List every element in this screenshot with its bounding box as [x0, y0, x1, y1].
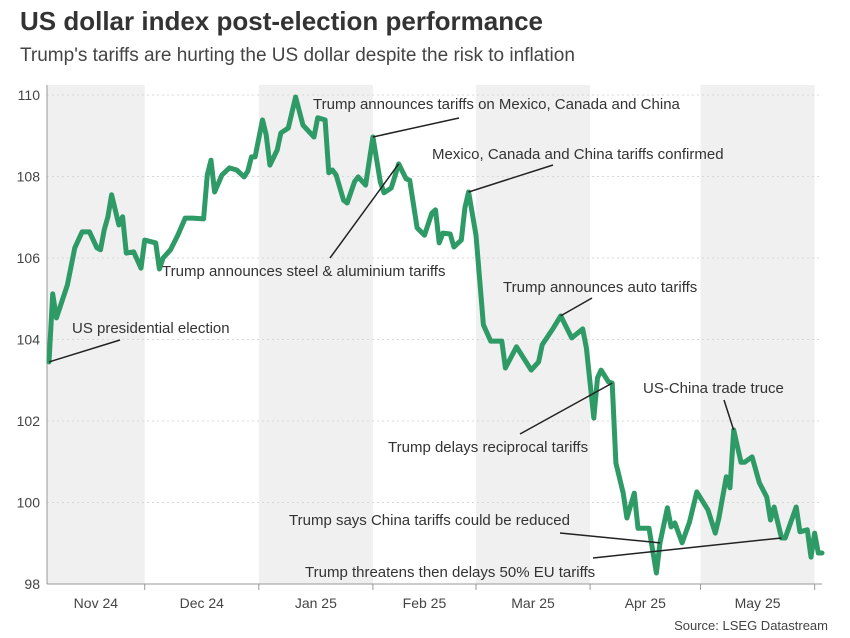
y-tick-label: 104: [17, 332, 41, 348]
y-tick-label: 102: [17, 413, 41, 429]
x-tick-label: Mar 25: [511, 595, 555, 611]
chart-title: US dollar index post-election performanc…: [20, 6, 543, 36]
annotation-leader-line: [372, 117, 460, 138]
x-tick-label: Jan 25: [295, 595, 337, 611]
x-tick-label: May 25: [735, 595, 781, 611]
annotation-leader-line: [519, 382, 613, 435]
y-tick-label: 106: [17, 250, 41, 266]
annotation-label: Trump says China tariffs could be reduce…: [289, 512, 570, 529]
annotation-label: Mexico, Canada and China tariffs confirm…: [432, 146, 724, 163]
annotation-leader-line: [329, 163, 400, 259]
x-tick-label: Apr 25: [625, 595, 666, 611]
annotation-label: Trump delays reciprocal tariffs: [388, 439, 588, 456]
y-tick-label: 108: [17, 169, 41, 185]
annotation-label: Trump announces steel & aluminium tariff…: [162, 263, 445, 280]
annotation-leader-line: [723, 399, 735, 431]
shaded-month-band: [47, 85, 145, 584]
dollar-index-line: [46, 94, 825, 576]
annotation-label: Trump announces auto tariffs: [503, 279, 697, 296]
annotation-leader-line: [48, 339, 121, 363]
x-tick-label: Nov 24: [74, 595, 119, 611]
annotation-label: Trump announces tariffs on Mexico, Canad…: [313, 96, 681, 113]
chart-subtitle: Trump's tariffs are hurting the US dolla…: [20, 45, 575, 66]
y-tick-label: 110: [18, 87, 41, 103]
annotation-label: Trump threatens then delays 50% EU tarif…: [305, 564, 595, 581]
annotation-label: US presidential election: [72, 320, 230, 337]
source-note: Source: LSEG Datastream: [674, 618, 828, 633]
annotation-leader-line: [560, 297, 593, 317]
annotation-leader-line: [559, 532, 661, 544]
shaded-month-band: [258, 85, 373, 584]
y-tick-label: 98: [24, 576, 40, 592]
annotation-leader-line: [592, 537, 782, 559]
x-tick-label: Feb 25: [403, 595, 447, 611]
x-tick-label: Dec 24: [180, 595, 225, 611]
y-tick-label: 100: [17, 495, 41, 511]
annotation-leader-line: [468, 164, 554, 193]
annotation-label: US-China trade truce: [643, 380, 784, 397]
